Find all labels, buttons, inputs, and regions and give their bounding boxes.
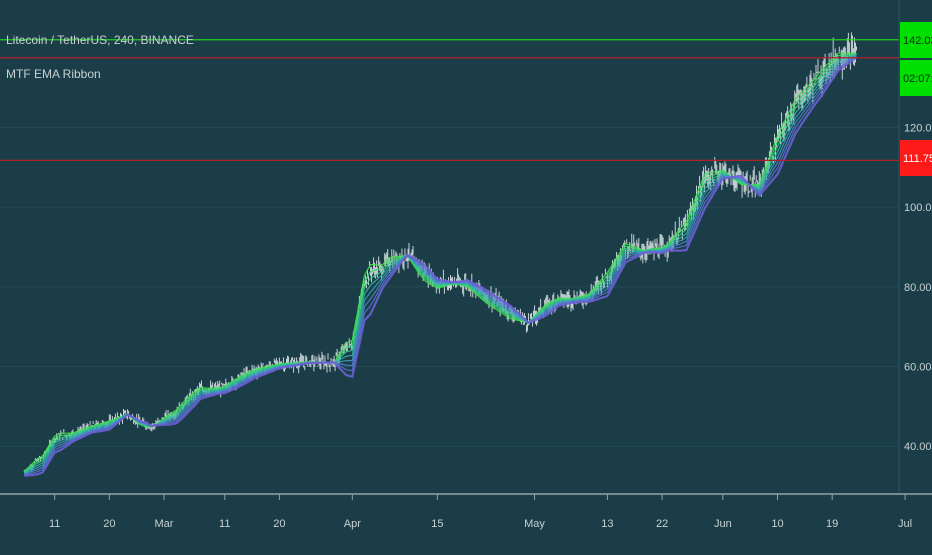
y-tick-label: 40.00: [904, 441, 932, 453]
ribbon-line: [24, 55, 857, 475]
x-tick-label: Jul: [898, 518, 912, 530]
x-tick-label: 22: [656, 518, 668, 530]
price-badge-label: 111.75: [903, 153, 932, 165]
x-tick-label: 20: [103, 518, 115, 530]
y-tick-label: 120.00: [904, 122, 932, 134]
x-tick-label: 20: [273, 518, 285, 530]
ribbon-line: [23, 53, 857, 474]
price-badge: [900, 60, 932, 96]
horizontal-levels: [0, 39, 899, 161]
y-tick-label: 60.00: [904, 362, 932, 374]
ribbon-line: [23, 53, 857, 473]
y-tick-label: 80.00: [904, 282, 932, 294]
ribbon-line: [23, 54, 857, 474]
x-tick-label: 11: [219, 518, 230, 530]
ribbon-line: [24, 56, 858, 477]
price-badge: [900, 140, 932, 176]
price-axis[interactable]: 40.00 60.00 80.00 100.00 120.00: [904, 122, 932, 453]
chart-title[interactable]: Litecoin / TetherUS, 240, BINANCE: [6, 33, 194, 47]
x-tick-label: 11: [49, 518, 60, 530]
price-badges: 142.03 02:07:01 111.75: [900, 22, 932, 176]
x-tick-label: 13: [601, 518, 613, 530]
x-tick-label: 10: [771, 518, 783, 530]
price-badge-label: 02:07:01: [903, 73, 932, 85]
x-tick-label: May: [524, 518, 545, 530]
x-tick-label: Jun: [714, 518, 732, 530]
x-tick-label: Mar: [155, 518, 174, 530]
price-badge-label: 142.03: [903, 35, 932, 47]
x-tick-label: 19: [826, 518, 838, 530]
indicator-label[interactable]: MTF EMA Ribbon: [6, 67, 101, 81]
price-badge: [900, 22, 932, 58]
x-tick-label: 15: [431, 518, 443, 530]
x-tick-label: Apr: [344, 518, 361, 530]
ribbon-line: [24, 54, 857, 475]
ema-ribbon: [23, 52, 858, 477]
time-axis[interactable]: 11 20 Mar 11 20 Apr 15 May 13 22 Jun 10 19 Jul: [49, 494, 912, 530]
ribbon-line: [23, 52, 857, 472]
y-tick-label: 100.00: [904, 202, 932, 214]
